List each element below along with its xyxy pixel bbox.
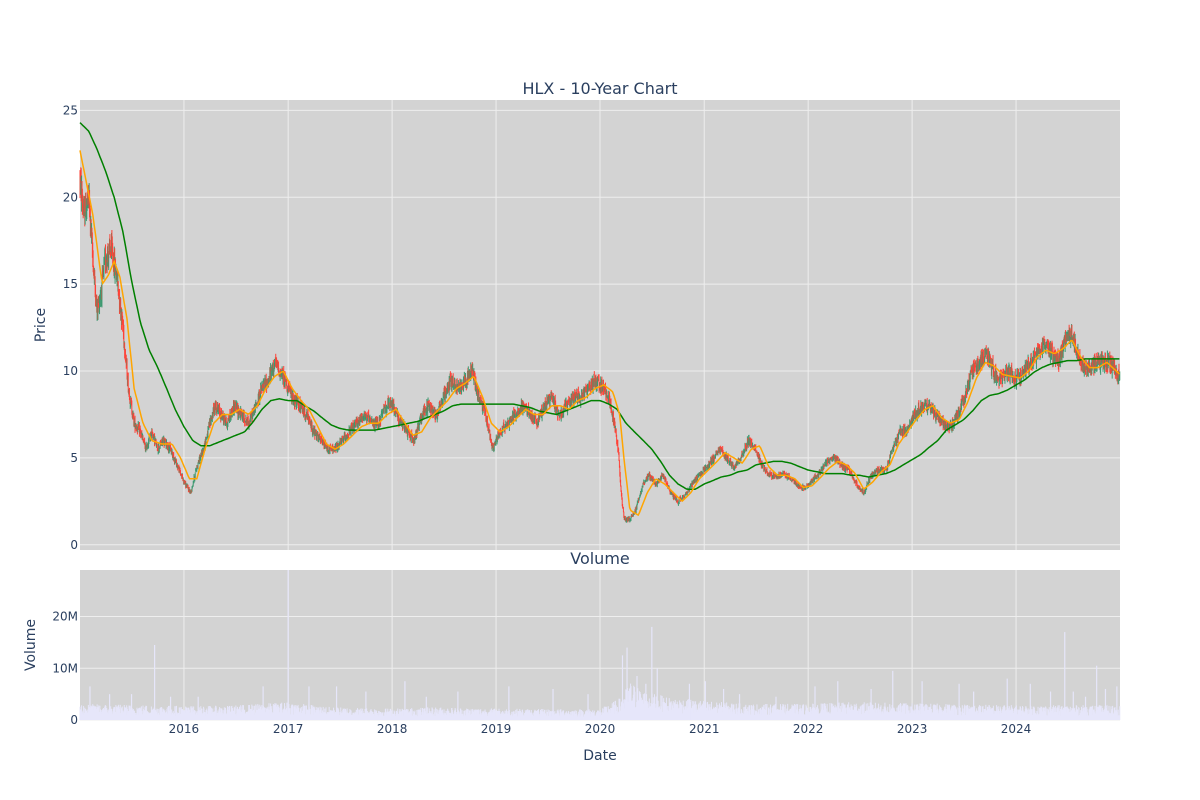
price-y-tick-labels: 0 5 10 15 20 25 bbox=[63, 103, 78, 551]
price-gridlines bbox=[80, 100, 1120, 550]
chart-title: HLX - 10-Year Chart bbox=[522, 79, 677, 98]
price-axis-label: Price bbox=[33, 308, 49, 342]
volume-bars bbox=[79, 570, 1121, 720]
price-y-tick-label: 5 bbox=[70, 451, 78, 465]
long-moving-average-line bbox=[79, 122, 1120, 490]
price-y-tick-label: 0 bbox=[70, 538, 78, 552]
price-y-tick-label: 25 bbox=[63, 103, 78, 117]
volume-subplot-title: Volume bbox=[570, 549, 630, 568]
price-y-tick-label: 10 bbox=[63, 364, 78, 378]
price-y-tick-label: 20 bbox=[63, 190, 78, 204]
price-y-tick-label: 15 bbox=[63, 277, 78, 291]
short-moving-average-line bbox=[79, 150, 1120, 517]
